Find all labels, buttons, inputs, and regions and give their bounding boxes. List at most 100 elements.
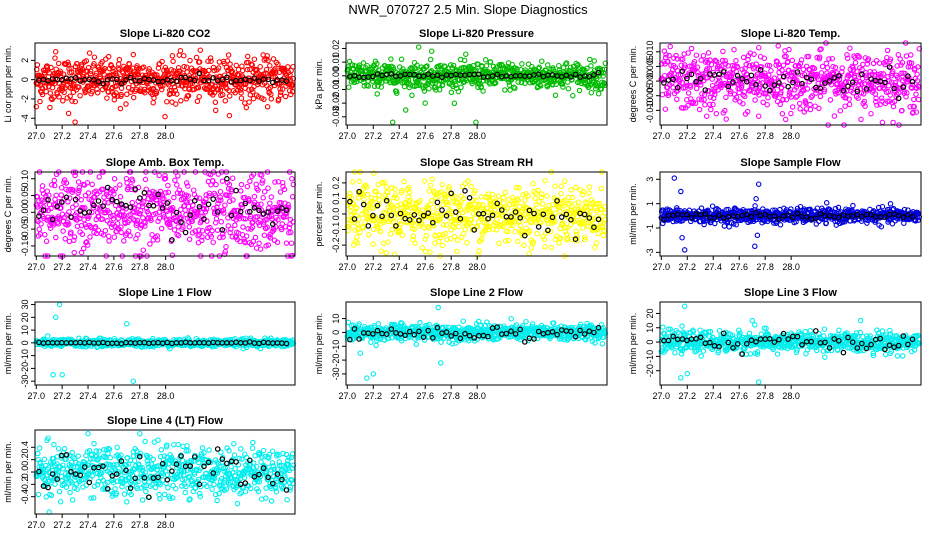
data-point	[211, 89, 218, 96]
data-point	[94, 90, 101, 96]
data-point-black	[224, 74, 230, 81]
data-point	[477, 81, 483, 87]
y-tick-label: 0.02	[331, 40, 341, 58]
data-point	[172, 101, 179, 107]
data-point	[248, 61, 255, 68]
data-point	[468, 183, 475, 190]
data-point	[458, 84, 464, 91]
y-axis-label: kPa per min.	[314, 59, 324, 110]
data-point	[782, 116, 789, 123]
data-point	[797, 106, 803, 112]
data-point	[147, 241, 153, 247]
data-point	[247, 66, 253, 73]
data-point	[490, 63, 497, 70]
data-point	[270, 56, 277, 62]
data-point	[588, 89, 595, 96]
data-point	[548, 244, 555, 251]
data-point	[229, 68, 236, 75]
data-point	[411, 59, 418, 66]
data-point	[405, 77, 412, 83]
data-point	[186, 224, 193, 230]
data-point	[506, 82, 513, 88]
data-point	[394, 90, 400, 96]
data-point	[473, 197, 479, 204]
data-point	[213, 181, 219, 188]
data-point	[60, 71, 67, 77]
data-point	[380, 240, 387, 246]
plot-frame	[34, 42, 296, 126]
data-point	[65, 110, 72, 117]
data-point	[528, 245, 535, 251]
data-point	[768, 67, 774, 74]
data-point	[246, 99, 252, 105]
data-point	[252, 234, 259, 241]
data-point	[267, 200, 273, 206]
data-point	[72, 119, 78, 125]
data-point	[356, 62, 363, 68]
data-point	[106, 238, 112, 244]
data-point	[73, 201, 79, 208]
data-point	[140, 64, 147, 70]
data-point-black	[251, 75, 258, 81]
data-point	[512, 85, 518, 91]
data-point	[544, 193, 550, 199]
data-point	[51, 177, 58, 184]
data-point	[237, 87, 244, 93]
data-point	[777, 222, 784, 228]
data-point	[57, 70, 64, 77]
data-point	[87, 70, 94, 77]
data-point	[433, 87, 439, 93]
data-point	[289, 194, 296, 200]
data-point	[142, 176, 149, 183]
data-point	[512, 228, 519, 235]
data-point	[244, 183, 251, 190]
data-point	[165, 182, 171, 189]
data-point-black	[748, 72, 755, 79]
data-point	[478, 83, 485, 90]
data-point	[239, 67, 246, 74]
data-point	[409, 92, 415, 99]
data-point	[242, 100, 248, 106]
data-point	[158, 225, 165, 232]
y-tick-label: -3	[645, 248, 655, 256]
data-point	[788, 110, 794, 117]
data-point	[267, 84, 273, 91]
data-point	[831, 113, 838, 119]
data-point	[162, 64, 169, 71]
data-point	[68, 65, 74, 72]
data-point	[354, 234, 360, 240]
data-point	[239, 63, 245, 69]
data-point	[104, 95, 110, 101]
data-point	[289, 175, 295, 182]
data-point	[275, 61, 281, 67]
data-point	[365, 232, 372, 238]
data-point	[700, 52, 707, 59]
data-point	[398, 56, 405, 63]
data-point	[478, 194, 485, 200]
y-tick-label: -0.1	[331, 222, 341, 238]
data-point	[708, 106, 714, 113]
data-point	[194, 98, 201, 105]
data-point	[215, 65, 222, 71]
data-point	[424, 63, 430, 69]
data-point	[58, 184, 65, 191]
data-point	[756, 44, 762, 51]
data-point	[813, 221, 820, 227]
data-point	[272, 69, 279, 76]
data-point	[421, 178, 428, 184]
data-point	[66, 238, 73, 245]
data-point-black	[114, 76, 120, 83]
data-point	[374, 60, 380, 67]
x-tick-label: 27.6	[730, 131, 748, 141]
data-point	[238, 188, 244, 194]
panel-title: Slope Line 1 Flow	[119, 287, 212, 299]
data-point	[402, 107, 409, 113]
data-point-black	[558, 214, 565, 220]
data-point	[47, 90, 54, 96]
data-point	[388, 56, 394, 62]
data-point	[842, 103, 848, 109]
data-point	[454, 237, 461, 243]
data-point-black	[95, 198, 102, 204]
